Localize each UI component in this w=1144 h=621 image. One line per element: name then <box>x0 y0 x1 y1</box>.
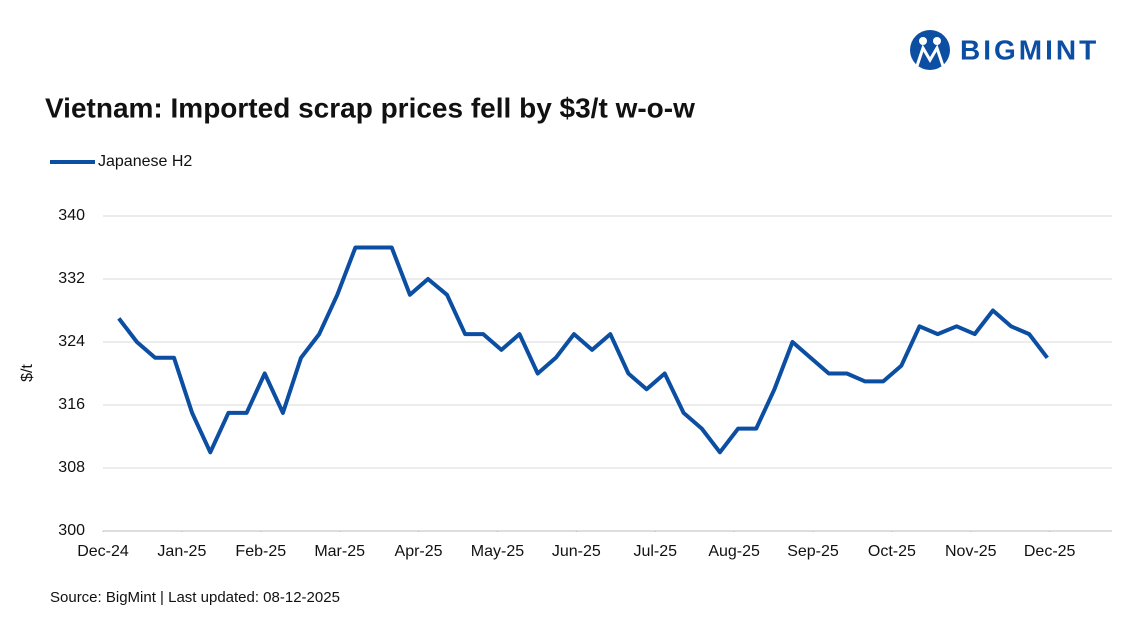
y-tick-label: 324 <box>58 333 85 350</box>
logo-icon-head <box>933 37 941 45</box>
legend-label: Japanese H2 <box>98 153 192 170</box>
y-axis-label: $/t <box>19 364 36 382</box>
chart-title: Vietnam: Imported scrap prices fell by $… <box>45 92 695 123</box>
logo: BIGMINT <box>910 30 1099 70</box>
y-tick-label: 316 <box>58 396 85 413</box>
x-tick-label: Dec-24 <box>77 543 129 560</box>
x-tick-label: Feb-25 <box>235 543 286 560</box>
source: Source: BigMint | Last updated: 08-12-20… <box>50 589 340 606</box>
x-tick-label: Sep-25 <box>787 543 839 560</box>
x-tick-label: Aug-25 <box>708 543 760 560</box>
y-tick-label: 308 <box>58 459 85 476</box>
y-tick-label: 332 <box>58 270 85 287</box>
y-tick-label: 340 <box>58 207 85 224</box>
x-tick-label: Jun-25 <box>552 543 601 560</box>
x-tick-label: Oct-25 <box>868 543 916 560</box>
x-tick-label: Nov-25 <box>945 543 997 560</box>
logo-icon <box>910 30 950 70</box>
logo-icon-body <box>915 44 945 67</box>
x-tick-label: Jul-25 <box>633 543 677 560</box>
x-tick-label: Dec-25 <box>1024 543 1076 560</box>
x-tick-label: Jan-25 <box>157 543 206 560</box>
y-tick-label: 300 <box>58 522 85 539</box>
line-series <box>117 245 1049 455</box>
brand: BIGMINT <box>960 34 1099 65</box>
logo-icon-head <box>919 37 927 45</box>
x-tick-label: Mar-25 <box>314 543 365 560</box>
x-tick-label: Apr-25 <box>395 543 443 560</box>
x-tick-label: May-25 <box>471 543 524 560</box>
